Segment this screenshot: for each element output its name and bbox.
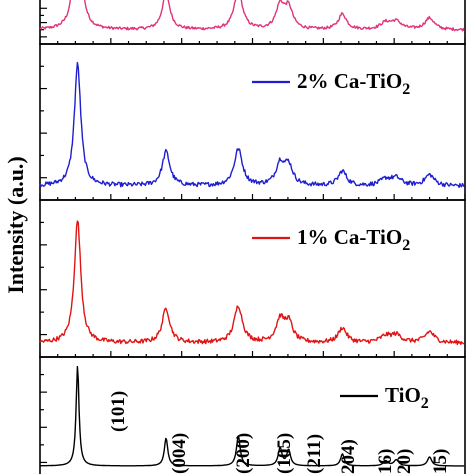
peak-label-4: (105) (274, 433, 295, 474)
xrd-trace-3 (39, 220, 465, 346)
peak-label-1: (101) (108, 391, 129, 432)
panels-group: 2% Ca-TiO2 1% Ca-TiO2 TiO2 (39, 0, 466, 474)
panel-frame-4 (39, 356, 466, 474)
xrd-trace-4 (40, 365, 465, 467)
legend-label-2: 2% Ca-TiO2 (297, 69, 410, 98)
peak-label-5: (211) (304, 434, 325, 474)
peak-labels: (101) (004) (200) (105) (211) 204) 16)20) 15) (108, 391, 451, 474)
peak-label-8: 20) (394, 449, 415, 474)
y-axis-title: Intensity (a.u.) (3, 156, 28, 294)
peak-label-2: (004) (169, 433, 190, 474)
legend-label-3: 1% Ca-TiO2 (297, 225, 410, 254)
xrd-trace-1 (39, 0, 465, 32)
legend-label-4: TiO2 (385, 383, 429, 412)
xrd-trace-2 (39, 61, 465, 189)
peak-label-3: (200) (233, 433, 254, 474)
peak-label-6: 204) (338, 439, 359, 474)
peak-label-9: 15) (430, 449, 451, 474)
peak-label-7: 16) (375, 449, 396, 474)
